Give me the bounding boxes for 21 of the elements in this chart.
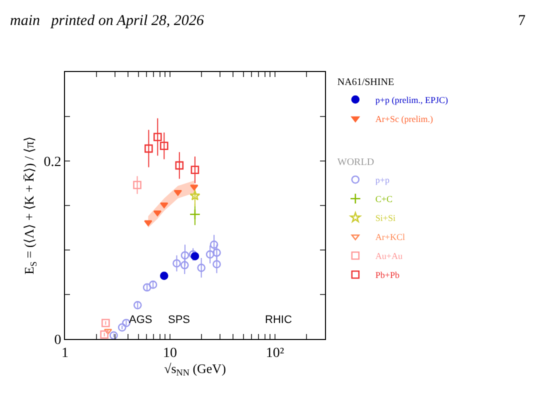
- annotation: AGS: [129, 314, 152, 326]
- legend-label: Au+Au: [375, 251, 403, 262]
- y-tick-label: 0: [54, 332, 62, 348]
- legend-label: Si+Si: [375, 213, 396, 224]
- text: 7: [518, 13, 526, 29]
- x-tick-label: 10²: [266, 346, 284, 361]
- legend-label: Ar+KCl: [375, 232, 406, 242]
- legend-label: p+p (prelim., EPJC): [375, 95, 448, 106]
- text: NA61/SHINE: [337, 77, 394, 88]
- legend-label: p+p: [375, 175, 390, 186]
- x-tick-label: 1: [62, 346, 68, 361]
- legend-label: Pb+Pb: [375, 270, 400, 280]
- y-tick-label: 0.2: [44, 154, 62, 170]
- annotation: SPS: [168, 314, 190, 326]
- text: main printed on April 28, 2026: [10, 13, 204, 29]
- legend-label: Ar+Sc (prelim.): [375, 114, 433, 124]
- x-tick-label: 10: [162, 346, 177, 361]
- legend-label: C+C: [375, 194, 392, 204]
- text: WORLD: [337, 157, 374, 168]
- annotation: RHIC: [265, 314, 292, 326]
- x-axis-title: √s$_{NN}$ (GeV): [164, 360, 226, 378]
